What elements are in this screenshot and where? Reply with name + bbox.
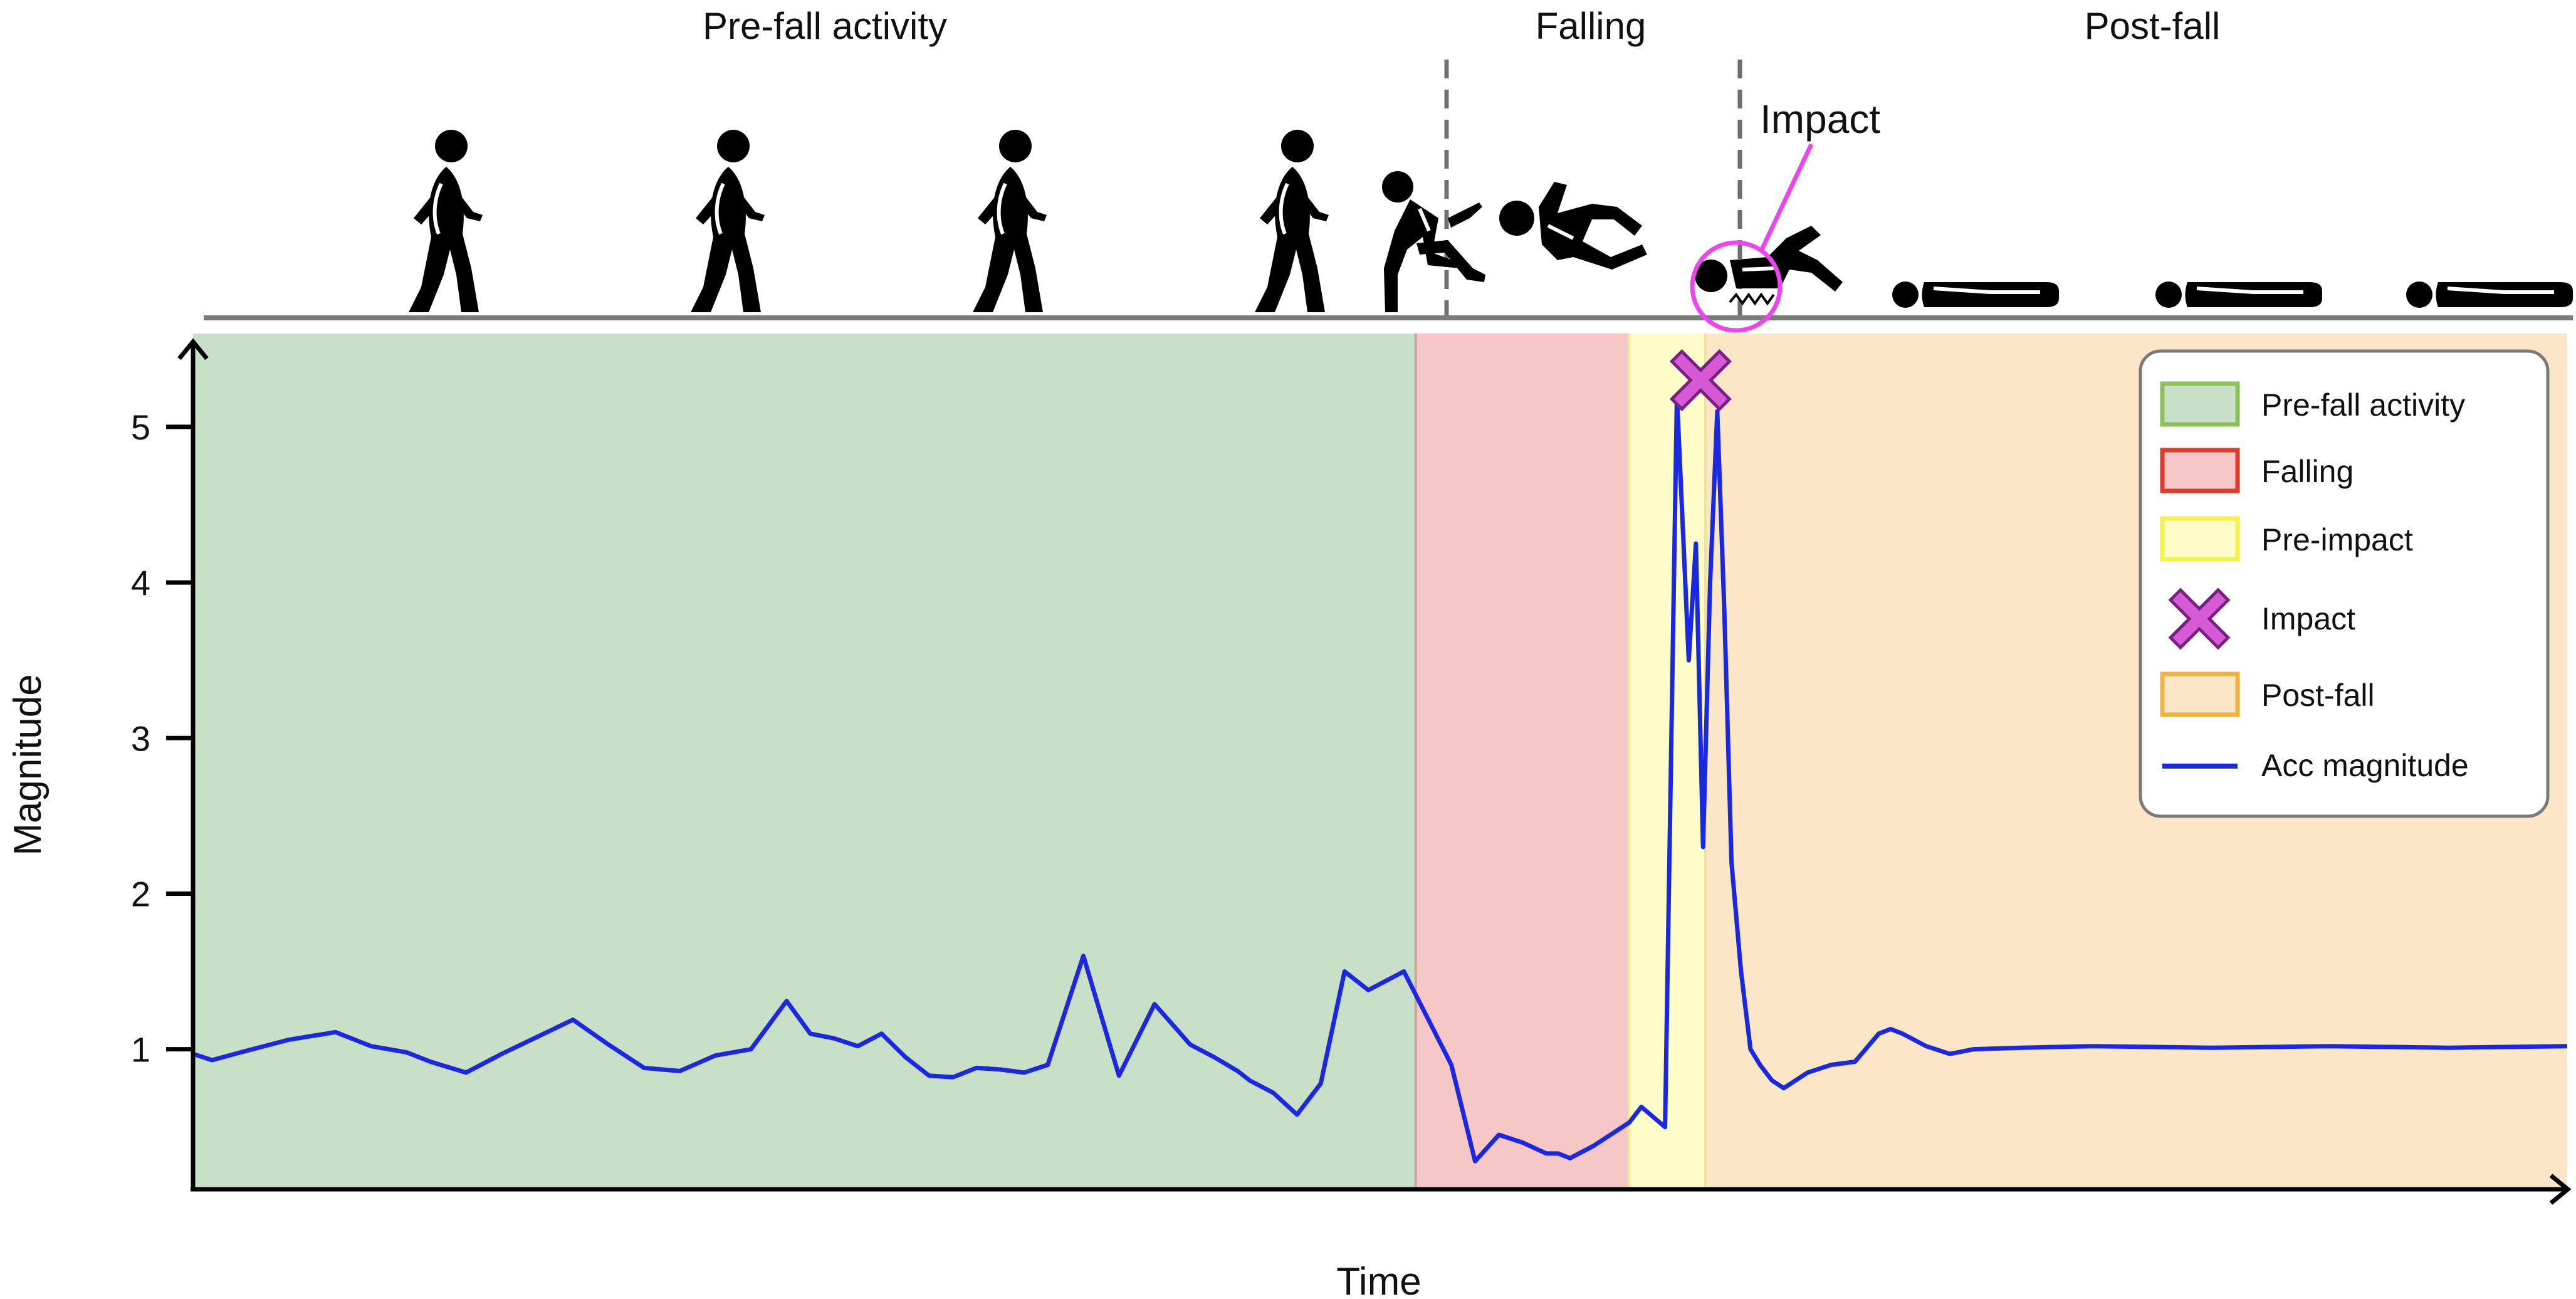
phase-label-post-fall: Post-fall xyxy=(2085,5,2221,47)
legend-swatch-pre-impact xyxy=(2160,516,2240,562)
x-axis-title: Time xyxy=(1336,1260,1421,1299)
y-tick-label: 1 xyxy=(131,1030,150,1070)
lying-person-icon xyxy=(1892,281,2059,308)
band-falling xyxy=(1415,334,1630,1189)
walking-person-icon xyxy=(1255,130,1329,312)
phase-label-falling: Falling xyxy=(1536,5,1647,47)
x-axis xyxy=(191,1174,2572,1205)
y-tick-label: 4 xyxy=(131,563,150,602)
legend-swatch-falling xyxy=(2160,448,2240,493)
band-pre-fall xyxy=(193,334,1416,1189)
y-tick-label: 3 xyxy=(131,718,150,758)
impact-callout-label: Impact xyxy=(1760,97,1880,142)
walking-person-icon xyxy=(409,130,483,312)
impact-person-icon xyxy=(1695,226,1843,306)
legend-label-pre-impact: Pre-impact xyxy=(2261,522,2413,557)
legend-swatch-impact xyxy=(2168,587,2231,650)
legend-label-acc-magnitude: Acc magnitude xyxy=(2261,748,2469,783)
phase-label-pre-fall: Pre-fall activity xyxy=(703,5,947,47)
legend-swatch-post-fall xyxy=(2160,671,2240,717)
legend-label-post-fall: Post-fall xyxy=(2261,678,2375,713)
impact-marker xyxy=(1669,349,1732,411)
walking-person-icon xyxy=(691,130,765,312)
stumbling-person-icon xyxy=(1382,171,1485,312)
legend: Pre-fall activity Falling Pre-impact Imp… xyxy=(2139,349,2550,818)
falling-person-icon xyxy=(1499,182,1647,270)
lying-person-icon xyxy=(2406,281,2573,308)
y-ticks: 1 2 3 4 5 xyxy=(131,408,193,1070)
lying-person-icon xyxy=(2155,281,2322,308)
acc-magnitude-line xyxy=(192,393,2568,1164)
impact-callout-line xyxy=(1759,143,1814,252)
legend-box xyxy=(2139,349,2550,818)
impact-highlight-circle xyxy=(1690,240,1783,333)
legend-label-pre-fall: Pre-fall activity xyxy=(2261,387,2465,423)
y-tick-label: 2 xyxy=(131,874,150,913)
legend-label-falling: Falling xyxy=(2261,454,2353,489)
legend-label-impact: Impact xyxy=(2261,601,2355,636)
y-axis-title: Magnitude xyxy=(6,674,50,856)
figure-row: Impact xyxy=(409,97,2573,333)
walking-person-icon xyxy=(973,130,1047,312)
y-tick-label: 5 xyxy=(131,408,150,447)
legend-swatch-pre-fall xyxy=(2160,381,2240,427)
